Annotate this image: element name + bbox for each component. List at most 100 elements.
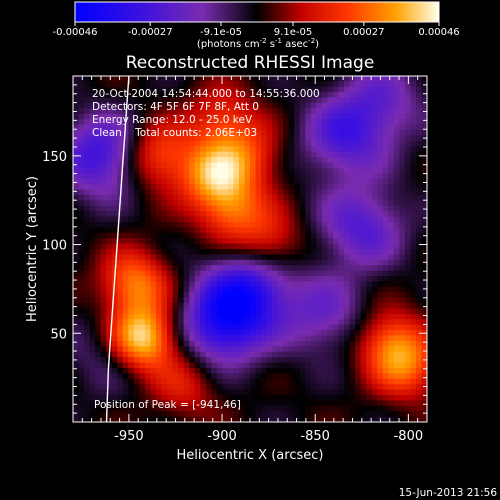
- heatmap-cell: [332, 362, 340, 369]
- heatmap-cell: [277, 362, 284, 369]
- heatmap-cell: [139, 221, 146, 228]
- heatmap-cell: [415, 313, 423, 320]
- heatmap-cell: [216, 178, 223, 185]
- heatmap-cell: [150, 249, 157, 256]
- heatmap-cell: [393, 151, 400, 158]
- heatmap-cell: [122, 411, 129, 418]
- heatmap-cell: [377, 189, 384, 196]
- heatmap-cell: [89, 351, 96, 358]
- heatmap-cell: [211, 297, 218, 304]
- heatmap-cell: [89, 254, 96, 261]
- heatmap-cell: [178, 108, 185, 115]
- heatmap-cell: [250, 249, 257, 256]
- heatmap-cell: [150, 135, 157, 142]
- heatmap-cell: [172, 286, 179, 293]
- heatmap-cell: [155, 416, 163, 422]
- heatmap-cell: [144, 167, 152, 174]
- heatmap-cell: [250, 308, 257, 315]
- heatmap-cell: [194, 221, 201, 228]
- heatmap-cell: [95, 303, 102, 310]
- heatmap-cell: [194, 140, 201, 147]
- heatmap-cell: [78, 330, 85, 337]
- heatmap-cell: [327, 297, 334, 304]
- heatmap-cell: [404, 373, 412, 380]
- heatmap-cell: [133, 303, 140, 310]
- heatmap-cell: [106, 249, 113, 256]
- heatmap-cell: [244, 367, 251, 374]
- heatmap-cell: [377, 146, 384, 153]
- heatmap-cell: [399, 389, 406, 396]
- heatmap-cell: [266, 243, 273, 250]
- heatmap-cell: [139, 330, 146, 337]
- heatmap-cell: [305, 81, 312, 88]
- heatmap-cell: [382, 367, 389, 374]
- heatmap-cell: [349, 378, 356, 385]
- heatmap-cell: [128, 324, 135, 331]
- heatmap-cell: [111, 184, 118, 191]
- heatmap-cell: [183, 351, 190, 358]
- heatmap-cell: [332, 238, 340, 245]
- heatmap-cell: [144, 362, 152, 369]
- heatmap-cell: [106, 313, 113, 320]
- heatmap-cell: [238, 173, 246, 180]
- heatmap-cell: [332, 270, 340, 277]
- heatmap-cell: [321, 249, 329, 256]
- heatmap-cell: [404, 367, 412, 374]
- heatmap-cell: [332, 157, 340, 164]
- heatmap-cell: [227, 216, 235, 223]
- heatmap-cell: [200, 81, 207, 88]
- heatmap-cell: [250, 194, 257, 201]
- heatmap-cell: [288, 319, 295, 326]
- heatmap-cell: [84, 378, 91, 385]
- heatmap-cell: [338, 211, 345, 218]
- heatmap-cell: [316, 416, 323, 422]
- heatmap-cell: [172, 167, 179, 174]
- heatmap-cell: [73, 124, 80, 131]
- heatmap-cell: [410, 389, 417, 396]
- heatmap-cell: [89, 416, 96, 422]
- heatmap-cell: [294, 151, 301, 158]
- heatmap-cell: [233, 189, 240, 196]
- heatmap-cell: [410, 400, 417, 407]
- heatmap-cell: [106, 189, 113, 196]
- heatmap-cell: [111, 286, 118, 293]
- heatmap-cell: [172, 194, 179, 201]
- heatmap-cell: [122, 281, 129, 288]
- heatmap-cell: [261, 254, 268, 261]
- heatmap-cell: [95, 221, 102, 228]
- heatmap-cell: [128, 238, 135, 245]
- heatmap-cell: [310, 97, 317, 104]
- heatmap-cell: [299, 200, 306, 207]
- heatmap-cell: [183, 216, 190, 223]
- heatmap-cell: [410, 335, 417, 342]
- heatmap-cell: [128, 92, 135, 99]
- heatmap-cell: [393, 140, 400, 147]
- heatmap-cell: [200, 157, 207, 164]
- heatmap-cell: [399, 384, 406, 391]
- heatmap-cell: [388, 378, 395, 385]
- heatmap-cell: [415, 394, 423, 401]
- heatmap-cell: [272, 259, 279, 266]
- heatmap-cell: [316, 394, 323, 401]
- heatmap-cell: [84, 184, 91, 191]
- heatmap-cell: [183, 124, 190, 131]
- heatmap-cell: [421, 124, 427, 131]
- heatmap-cell: [172, 357, 179, 364]
- heatmap-cell: [211, 103, 218, 110]
- heatmap-cell: [272, 140, 279, 147]
- heatmap-cell: [277, 200, 284, 207]
- heatmap-cell: [272, 346, 279, 353]
- heatmap-cell: [89, 205, 96, 212]
- heatmap-cell: [261, 400, 268, 407]
- heatmap-cell: [266, 205, 273, 212]
- heatmap-cell: [106, 81, 113, 88]
- heatmap-cell: [316, 313, 323, 320]
- heatmap-cell: [355, 86, 362, 93]
- heatmap-cell: [310, 173, 317, 180]
- heatmap-cell: [167, 378, 174, 385]
- heatmap-cell: [167, 276, 174, 283]
- heatmap-cell: [382, 324, 389, 331]
- heatmap-cell: [117, 276, 124, 283]
- heatmap-cell: [139, 86, 146, 93]
- heatmap-cell: [355, 173, 362, 180]
